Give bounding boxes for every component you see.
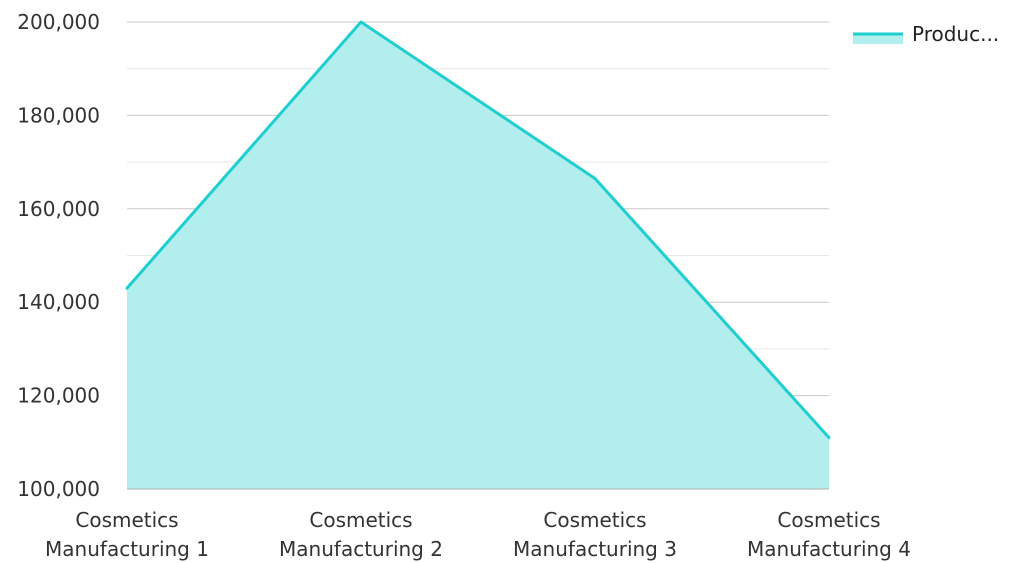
legend-label: Produc... [912, 22, 999, 46]
x-tick-label: Cosmetics Manufacturing 1 [45, 508, 209, 561]
x-tick-label: Cosmetics Manufacturing 2 [279, 508, 443, 561]
data-point[interactable] [123, 284, 131, 292]
x-tick-label-line: Manufacturing 4 [747, 537, 911, 561]
x-tick-label-line: Cosmetics [543, 508, 646, 532]
series-line-layer [123, 18, 833, 442]
data-point[interactable] [357, 18, 365, 26]
y-axis: 100,000 120,000 140,000 160,000 180,000 200,0… [17, 10, 100, 501]
y-tick-label: 160,000 [17, 197, 100, 221]
x-tick-label-line: Cosmetics [75, 508, 178, 532]
x-tick-label-line: Cosmetics [777, 508, 880, 532]
x-tick-label-line: Manufacturing 1 [45, 537, 209, 561]
y-tick-label: 120,000 [17, 384, 100, 408]
series-area-layer [127, 22, 829, 489]
y-tick-label: 180,000 [17, 103, 100, 127]
series-line [125, 20, 831, 440]
y-tick-label: 140,000 [17, 290, 100, 314]
x-tick-label-line: Cosmetics [309, 508, 412, 532]
legend[interactable]: Produc... [853, 22, 999, 46]
data-point[interactable] [591, 174, 599, 182]
series-area [127, 22, 829, 489]
x-axis: Cosmetics Manufacturing 1 Cosmetics Manufac… [45, 488, 911, 561]
y-tick-label: 200,000 [17, 10, 100, 34]
x-tick-label: Cosmetics Manufacturing 3 [513, 508, 677, 561]
y-tick-label: 100,000 [17, 477, 100, 501]
x-tick-label: Cosmetics Manufacturing 4 [747, 508, 911, 561]
x-tick-label-line: Manufacturing 3 [513, 537, 677, 561]
data-point[interactable] [825, 434, 833, 442]
legend-swatch [853, 33, 903, 44]
x-tick-label-line: Manufacturing 2 [279, 537, 443, 561]
